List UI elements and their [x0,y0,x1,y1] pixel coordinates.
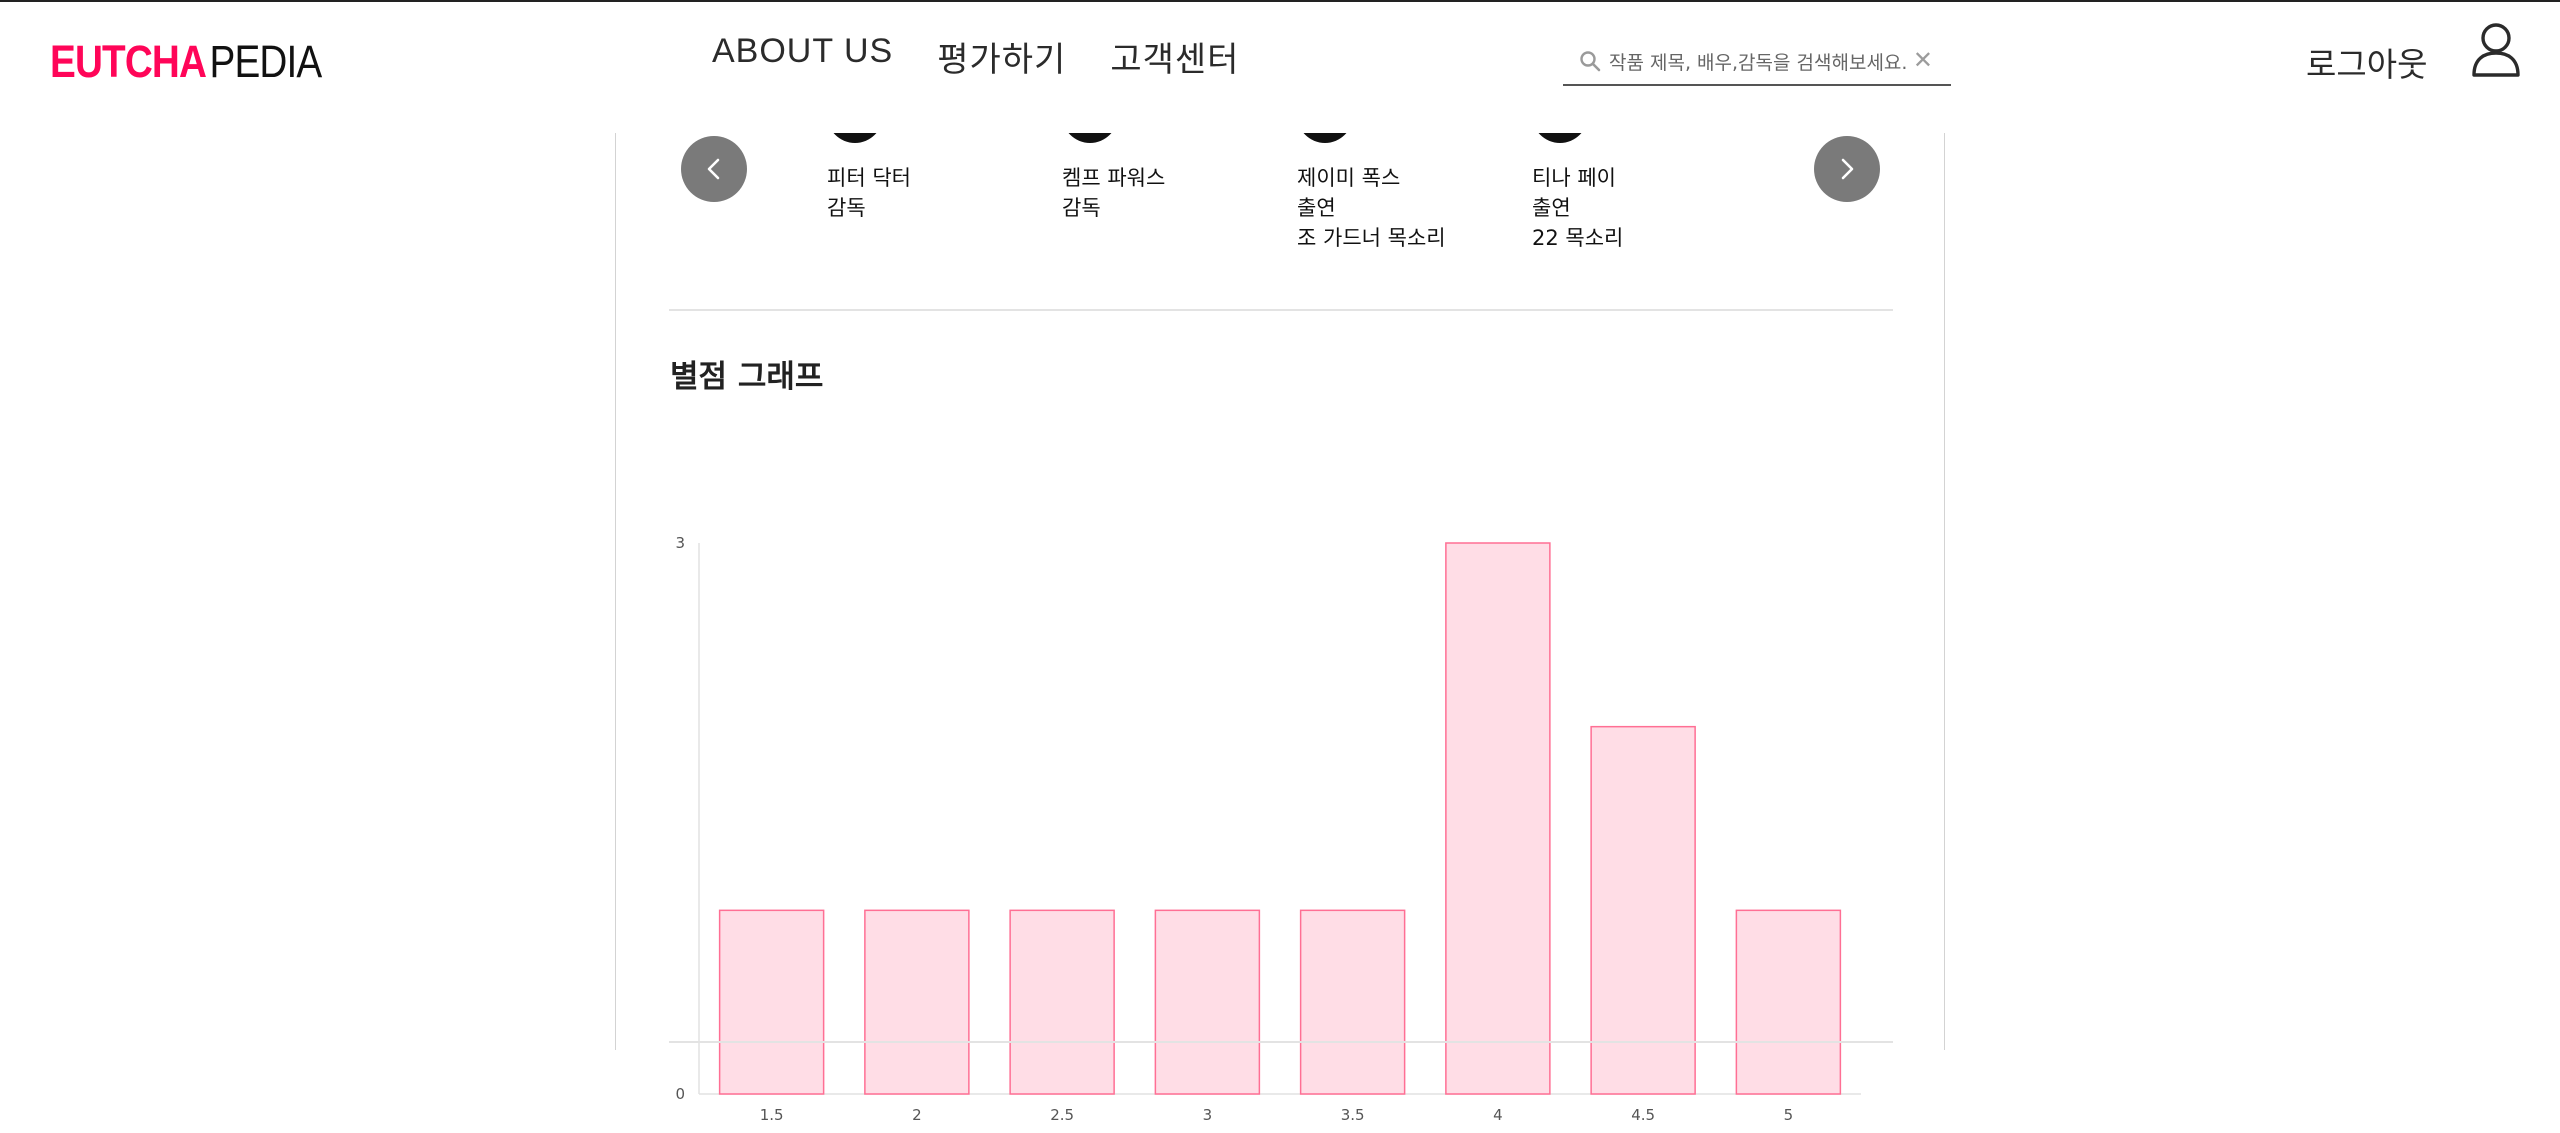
person-name: 티나 페이 [1532,166,1616,190]
person-name: 제이미 폭스 [1297,166,1401,190]
rating-graph-title: 별점 그래프 [670,359,824,395]
nav-customer-center[interactable]: 고객센터 [1110,41,1240,79]
chart-bar [1445,542,1551,1095]
logout-link[interactable]: 로그아웃 [2306,45,2428,84]
nav-about-us[interactable]: ABOUT US [712,32,894,70]
x-tick-label: 4 [1493,1106,1503,1124]
person-role: 감독 [1062,196,1101,220]
chart-bar [1009,909,1115,1095]
avatar [827,133,883,143]
y-tick-label: 3 [675,534,685,552]
person-role: 출연 [1532,196,1571,220]
person-role: 출연 [1297,196,1336,220]
main-nav: ABOUT US 평가하기 고객센터 [712,32,1239,81]
x-tick-label: 1.5 [760,1106,784,1124]
search-box: ✕ [1563,40,1951,86]
x-tick-label: 3 [1203,1106,1213,1124]
chart-bar [718,909,825,1095]
avatar [1297,133,1353,143]
person-name: 피터 닥터 [827,166,911,190]
chart-bar [1590,725,1696,1095]
chart-bar [864,909,970,1095]
search-icon[interactable] [1579,50,1601,72]
user-icon[interactable] [2470,22,2522,78]
person-character: 22 목소리 [1532,226,1624,250]
x-tick-label: 4.5 [1631,1106,1655,1124]
x-tick-label: 2 [912,1106,922,1124]
person-name: 켐프 파워스 [1062,166,1166,190]
avatar [1532,133,1588,143]
rating-bar-chart: 0 3 1.5 2 2.5 3 3.5 4 4.5 5 [675,534,1861,1124]
carousel-prev-button[interactable] [681,136,747,202]
x-tick-label: 2.5 [1050,1106,1074,1124]
x-tick-label: 5 [1784,1106,1794,1124]
x-tick-label: 3.5 [1341,1106,1365,1124]
chevron-right-icon [1841,158,1854,180]
logo-text-brand: EUTCHA [50,36,207,87]
avatar [1062,133,1118,143]
logo[interactable]: EUTCHA PEDIA [50,36,323,87]
content-panel: 피터 닥터 감독 켐프 파워스 감독 제이미 폭스 출연 조 가드너 목소리 티… [615,133,1945,1124]
cast-crew-carousel: 피터 닥터 감독 켐프 파워스 감독 제이미 폭스 출연 조 가드너 목소리 티… [616,133,1944,309]
chevron-left-icon [707,158,720,180]
nav-rate[interactable]: 평가하기 [937,41,1067,79]
close-icon[interactable]: ✕ [1912,46,1933,74]
chart-bar [1299,909,1406,1095]
chart-bar [1735,909,1842,1095]
chart-bar [1154,909,1261,1095]
search-input[interactable] [1607,46,1911,80]
section-divider [669,309,1893,311]
person-character: 조 가드너 목소리 [1297,226,1446,250]
person-role: 감독 [827,196,866,220]
y-tick-label: 0 [675,1085,685,1103]
section-divider [669,1041,1893,1043]
carousel-next-button[interactable] [1814,136,1880,202]
logo-text-suffix: PEDIA [209,36,323,87]
